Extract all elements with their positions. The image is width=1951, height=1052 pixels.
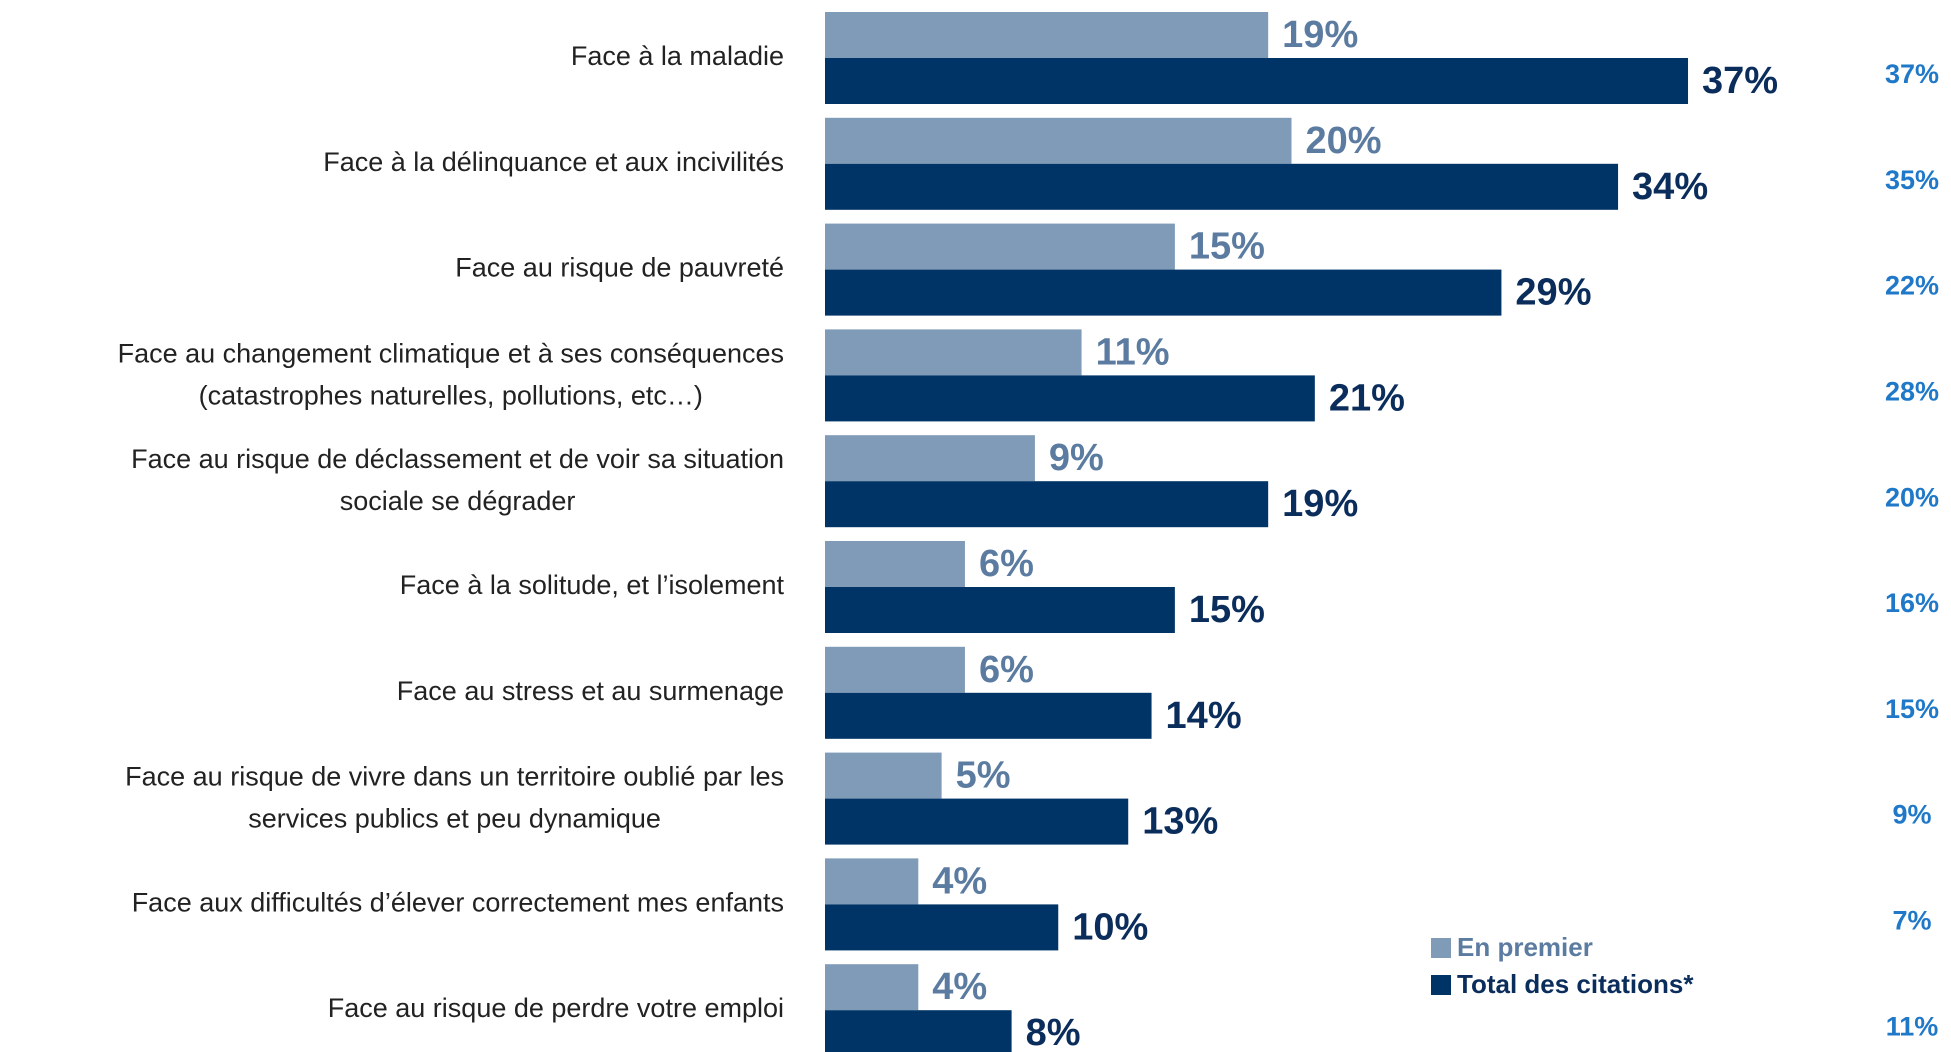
category-label: Face à la solitude, et l’isolement: [400, 570, 785, 600]
value-label: 4%: [932, 966, 987, 1008]
bar: [825, 964, 919, 1011]
bar: [825, 692, 1152, 739]
value-label: 19%: [1282, 14, 1358, 56]
value-label: 10%: [1072, 906, 1148, 948]
value-label: 15%: [1189, 226, 1265, 268]
value-label: 37%: [1702, 60, 1778, 102]
right-column-label: 22%: [1885, 271, 1939, 301]
value-label: 5%: [956, 755, 1011, 797]
right-column-label: 20%: [1885, 482, 1939, 512]
legend-label: En premier: [1457, 932, 1593, 962]
bar: [825, 858, 919, 905]
bar: [825, 646, 965, 693]
category-label: Face au risque de perdre votre emploi: [328, 993, 784, 1023]
bar: [825, 375, 1315, 422]
legend-label: Total des citations*: [1457, 969, 1694, 999]
value-label: 9%: [1049, 437, 1104, 479]
right-column-label: 11%: [1886, 1011, 1939, 1041]
bar: [825, 117, 1292, 164]
right-column-label: 16%: [1885, 588, 1939, 618]
bar: [825, 12, 1269, 58]
category-label: Face au stress et au surmenage: [397, 676, 784, 706]
right-column-label: 28%: [1885, 377, 1939, 407]
value-label: 11%: [1096, 331, 1170, 373]
bar: [825, 904, 1059, 951]
value-label: 34%: [1632, 166, 1708, 208]
value-label: 6%: [979, 543, 1034, 585]
category-label: Face au changement climatique et à ses c…: [118, 339, 784, 411]
value-label: 13%: [1142, 801, 1218, 843]
right-column-label: 15%: [1885, 694, 1939, 724]
bar: [825, 798, 1129, 845]
right-column-label: 9%: [1892, 800, 1931, 830]
bar: [825, 163, 1619, 210]
bar: [825, 541, 965, 587]
bar: [825, 58, 1689, 104]
legend-swatch: [1431, 975, 1451, 995]
right-column-label: 35%: [1885, 165, 1939, 195]
bar: [825, 1010, 1012, 1052]
bar: [825, 329, 1082, 376]
value-label: 14%: [1166, 695, 1242, 737]
category-label: Face au risque de vivre dans un territoi…: [125, 762, 784, 834]
bar: [825, 223, 1175, 270]
right-column-label: 7%: [1892, 906, 1931, 936]
value-label: 21%: [1329, 377, 1405, 419]
value-label: 19%: [1282, 483, 1358, 525]
category-label: Face aux difficultés d’élever correcteme…: [132, 888, 784, 918]
category-label: Face à la maladie: [571, 41, 784, 71]
value-label: 20%: [1306, 120, 1382, 162]
bar: [825, 481, 1269, 528]
value-label: 4%: [932, 860, 987, 902]
value-label: 29%: [1515, 272, 1591, 314]
category-label: Face au risque de pauvreté: [455, 253, 784, 283]
right-column-label: 37%: [1885, 59, 1939, 89]
bar: [825, 435, 1035, 482]
bar: [825, 587, 1175, 633]
value-label: 8%: [1026, 1012, 1081, 1052]
value-label: 15%: [1189, 589, 1265, 631]
category-label: Face au risque de déclassement et de voi…: [131, 444, 784, 516]
legend-swatch: [1431, 938, 1451, 958]
value-label: 6%: [979, 649, 1034, 691]
category-label: Face à la délinquance et aux incivilités: [323, 147, 784, 177]
bar: [825, 752, 942, 799]
bar: [825, 269, 1502, 316]
